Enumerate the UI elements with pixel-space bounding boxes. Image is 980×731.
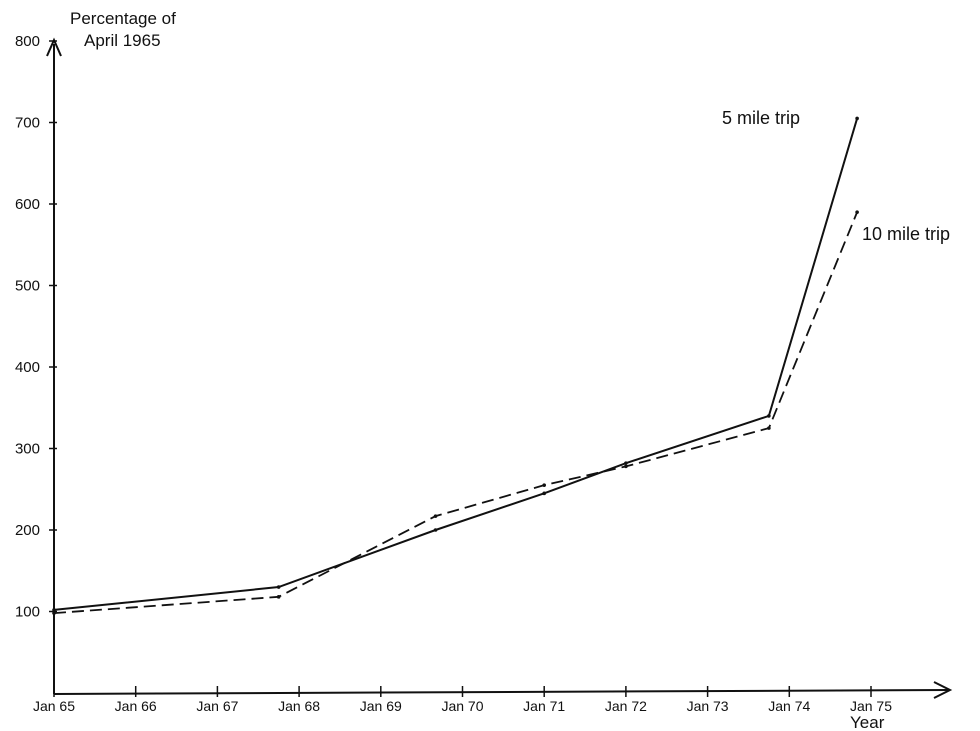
axes xyxy=(46,37,953,699)
y-tick-label: 300 xyxy=(15,441,40,458)
data-point xyxy=(433,514,438,518)
x-tick-label: Jan 69 xyxy=(360,698,402,714)
y-tick-label: 100 xyxy=(15,604,40,621)
series-line-5-mile xyxy=(53,118,859,611)
x-tick-label: Jan 74 xyxy=(768,698,810,714)
data-point xyxy=(542,491,546,496)
data-point xyxy=(542,483,546,487)
y-tick-label: 400 xyxy=(15,359,40,376)
data-point xyxy=(855,210,859,214)
x-tick-label: Jan 72 xyxy=(605,698,647,714)
x-tick-label: Jan 67 xyxy=(196,698,238,714)
x-tick-label: Jan 73 xyxy=(687,698,729,714)
y-tick-label: 700 xyxy=(15,115,40,132)
y-axis-arrow xyxy=(46,37,62,57)
data-point xyxy=(52,611,56,615)
x-axis xyxy=(53,689,949,695)
x-tick-label: Jan 65 xyxy=(33,698,75,714)
series-label-10-mile: 10 mile trip xyxy=(862,224,950,244)
x-tick-label: Jan 66 xyxy=(115,698,157,714)
y-axis-title-line2: April 1965 xyxy=(84,31,161,50)
data-point xyxy=(52,608,56,612)
data-point xyxy=(433,528,438,532)
y-tick-label: 200 xyxy=(15,522,40,539)
data-point xyxy=(855,116,859,121)
data-point xyxy=(276,585,281,589)
series-layer xyxy=(52,116,859,615)
y-ticks: 100 200 300 400 500 600 700 800 xyxy=(15,33,57,621)
data-point xyxy=(624,461,628,465)
data-point xyxy=(767,426,771,430)
data-point xyxy=(767,414,771,418)
x-tick-label: Jan 68 xyxy=(278,698,320,714)
x-tick-label: Jan 75 xyxy=(850,698,892,714)
data-point xyxy=(624,464,628,469)
series-label-5-mile: 5 mile trip xyxy=(722,108,800,128)
x-axis-title: Year xyxy=(850,713,885,731)
data-point xyxy=(276,595,281,599)
series-line-10-mile xyxy=(53,211,858,615)
x-ticks: Jan 65 Jan 66 Jan 67 Jan 68 Jan 69 Jan 70 Jan … xyxy=(33,686,892,714)
y-axis-title-line1: Percentage of xyxy=(70,9,176,28)
y-tick-label: 800 xyxy=(15,33,40,50)
x-tick-label: Jan 70 xyxy=(441,698,483,714)
x-axis-arrow xyxy=(933,681,953,699)
x-tick-label: Jan 71 xyxy=(523,698,565,714)
y-tick-label: 500 xyxy=(15,278,40,295)
y-tick-label: 600 xyxy=(15,196,40,213)
